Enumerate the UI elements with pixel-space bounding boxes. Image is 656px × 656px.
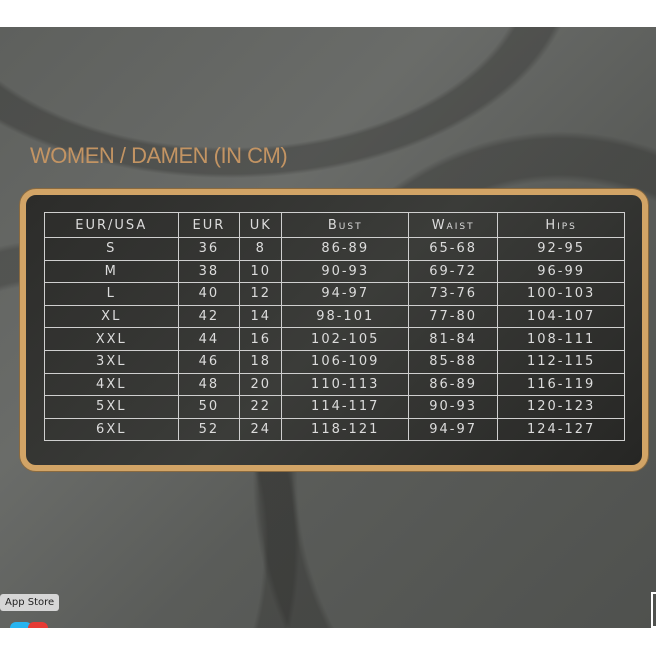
table-cell: 4XL	[44, 372, 179, 397]
table-cell: 124-127	[497, 417, 625, 442]
table-row: 3XL 46 18 106-109 85-88 112-115	[44, 349, 625, 374]
table-cell: 12	[239, 282, 283, 306]
table-row: M 38 10 90-93 69-72 96-99	[44, 259, 625, 284]
table-cell: 104-107	[497, 304, 625, 329]
column-header: EUR/USA	[44, 212, 179, 238]
table-cell: 86-89	[281, 237, 410, 261]
table-cell: 40	[177, 282, 241, 306]
table-cell: 116-119	[497, 372, 625, 397]
table-row: XXL 44 16 102-105 81-84 108-111	[44, 327, 625, 351]
table-row: L 40 12 94-97 73-76 100-103	[44, 282, 625, 306]
table-header-row: EUR/USA EUR UK Bust Waist Hips	[44, 212, 625, 238]
table-cell: 10	[239, 259, 283, 284]
table-cell: L	[44, 282, 179, 306]
table-cell: 90-93	[408, 395, 499, 419]
column-header: EUR	[177, 212, 241, 238]
table-cell: 46	[177, 349, 241, 374]
table-cell: 22	[239, 395, 283, 419]
table-cell: 20	[239, 372, 283, 397]
table-cell: S	[44, 237, 179, 261]
dock-tooltip: App Store	[0, 594, 60, 611]
table-cell: 86-89	[408, 372, 499, 397]
table-row: 6XL 52 24 118-121 94-97 124-127	[44, 417, 625, 442]
table-cell: 38	[177, 259, 241, 284]
column-header: Hips	[497, 212, 625, 238]
table-cell: 77-80	[408, 304, 499, 329]
table-cell: 114-117	[281, 395, 410, 419]
table-cell: 44	[177, 327, 241, 351]
table-cell: 98-101	[281, 304, 410, 329]
table-cell: 85-88	[408, 349, 499, 374]
table-cell: 50	[177, 395, 241, 419]
table-cell: 94-97	[408, 417, 499, 442]
table-cell: 92-95	[497, 237, 625, 261]
table-cell: 102-105	[281, 327, 410, 351]
table-cell: 106-109	[281, 349, 410, 374]
chart-title: WOMEN / DAMEN (IN CM)	[30, 143, 288, 168]
table-cell: 118-121	[281, 417, 410, 442]
table-cell: 5XL	[44, 395, 179, 419]
table-cell: 100-103	[497, 282, 625, 306]
table-row: S 36 8 86-89 65-68 92-95	[44, 237, 625, 261]
window-edge	[651, 592, 656, 628]
app-store-icon[interactable]	[10, 622, 32, 628]
column-header: UK	[239, 212, 283, 238]
table-cell: 65-68	[408, 237, 499, 261]
table-cell: 96-99	[497, 259, 625, 284]
table-cell: 42	[177, 304, 241, 329]
table-cell: 36	[177, 237, 241, 261]
table-cell: 110-113	[281, 372, 410, 397]
table-cell: 16	[239, 327, 283, 351]
table-row: 4XL 48 20 110-113 86-89 116-119	[44, 372, 625, 397]
table-cell: XL	[44, 304, 179, 329]
table-cell: 108-111	[497, 327, 625, 351]
size-table: EUR/USA EUR UK Bust Waist Hips S 36 8 86-89 65-68…	[44, 212, 625, 442]
table-cell: 14	[239, 304, 283, 329]
table-cell: 8	[239, 237, 283, 261]
table-cell: 90-93	[281, 259, 410, 284]
table-cell: 69-72	[408, 259, 499, 284]
table-cell: 6XL	[44, 417, 179, 442]
column-header: Waist	[408, 212, 499, 238]
table-cell: 94-97	[281, 282, 410, 306]
table-cell: 81-84	[408, 327, 499, 351]
column-header: Bust	[281, 212, 410, 238]
notification-icon[interactable]	[28, 622, 48, 628]
table-cell: 48	[177, 372, 241, 397]
table-cell: 52	[177, 417, 241, 442]
table-cell: 120-123	[497, 395, 625, 419]
table-cell: 24	[239, 417, 283, 442]
table-cell: 112-115	[497, 349, 625, 374]
table-cell: 3XL	[44, 349, 179, 374]
table-cell: 18	[239, 349, 283, 374]
table-cell: XXL	[44, 327, 179, 351]
table-cell: 73-76	[408, 282, 499, 306]
table-cell: M	[44, 259, 179, 284]
table-row: XL 42 14 98-101 77-80 104-107	[44, 304, 625, 329]
table-row: 5XL 50 22 114-117 90-93 120-123	[44, 395, 625, 419]
